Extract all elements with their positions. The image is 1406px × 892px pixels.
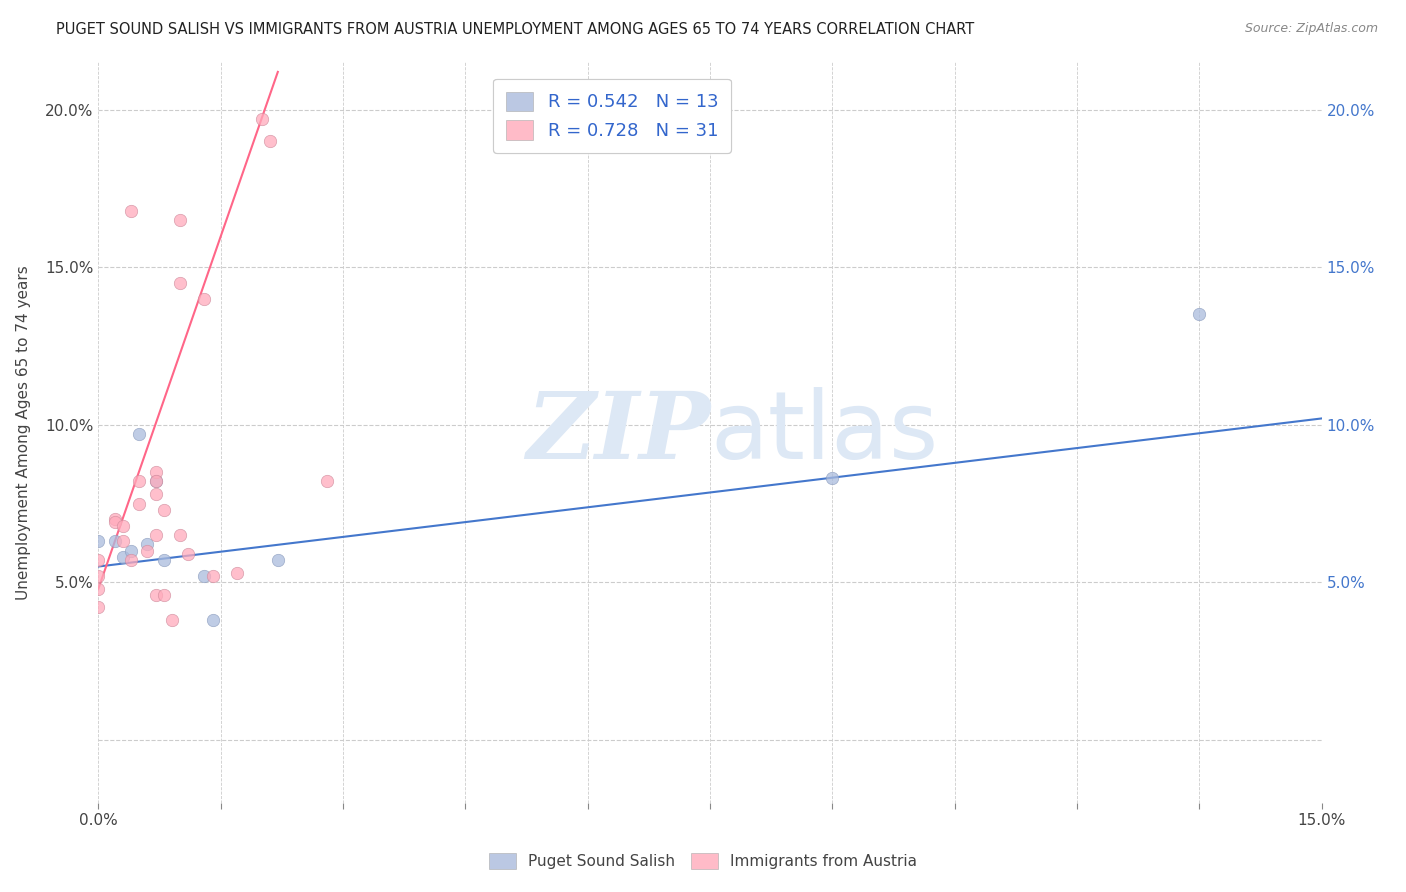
Point [145,475,167,489]
Point [169,528,191,542]
Point [250,112,273,127]
Point [193,569,215,583]
Point [315,475,337,489]
Point [169,213,191,227]
Legend: R = 0.542   N = 13, R = 0.728   N = 31: R = 0.542 N = 13, R = 0.728 N = 31 [494,78,731,153]
Text: Source: ZipAtlas.com: Source: ZipAtlas.com [1244,22,1378,36]
Point [152,553,174,567]
Point [87,600,110,615]
Point [821,471,844,485]
Point [267,553,290,567]
Point [120,543,142,558]
Point [120,553,142,567]
Point [136,543,159,558]
Point [1188,308,1211,322]
Y-axis label: Unemployment Among Ages 65 to 74 years: Unemployment Among Ages 65 to 74 years [17,265,31,600]
Point [136,537,159,551]
Point [193,292,215,306]
Point [104,512,127,526]
Point [177,547,200,561]
Point [145,465,167,479]
Point [145,528,167,542]
Point [87,569,110,583]
Point [111,550,134,565]
Point [160,613,183,627]
Point [104,534,127,549]
Point [111,518,134,533]
Point [145,487,167,501]
Point [87,534,110,549]
Point [201,569,224,583]
Point [152,503,174,517]
Text: atlas: atlas [710,386,938,479]
Point [259,134,281,148]
Point [169,276,191,290]
Point [128,496,150,510]
Text: ZIP: ZIP [526,388,710,477]
Point [128,475,150,489]
Point [128,427,150,442]
Point [111,534,134,549]
Point [145,475,167,489]
Point [226,566,249,580]
Text: PUGET SOUND SALISH VS IMMIGRANTS FROM AUSTRIA UNEMPLOYMENT AMONG AGES 65 TO 74 Y: PUGET SOUND SALISH VS IMMIGRANTS FROM AU… [56,22,974,37]
Point [104,516,127,530]
Point [120,203,142,218]
Legend: Puget Sound Salish, Immigrants from Austria: Puget Sound Salish, Immigrants from Aust… [482,847,924,875]
Point [145,588,167,602]
Point [87,553,110,567]
Point [87,582,110,596]
Point [201,613,224,627]
Point [152,588,174,602]
